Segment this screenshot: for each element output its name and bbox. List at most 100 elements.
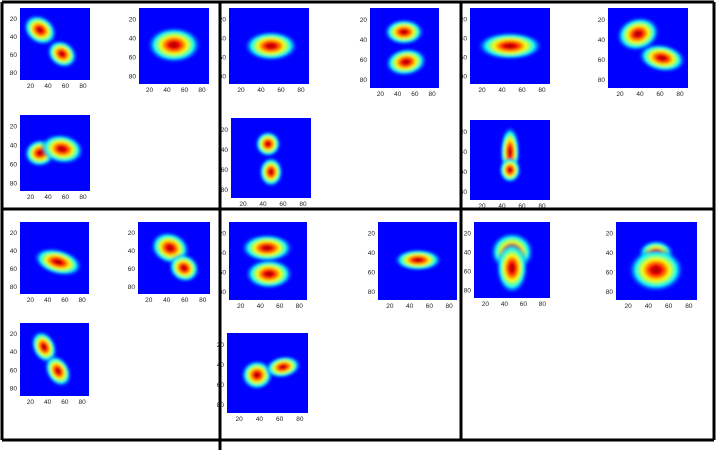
tick-label-left: 40 (10, 349, 18, 356)
panel-p8: 20 40 60 80 20 40 60 80 (221, 118, 311, 208)
tick-label-left: 40 (460, 149, 468, 156)
tick-label-bottom: 40 (498, 203, 506, 210)
tick-label-bottom: 60 (62, 83, 70, 90)
tick-label-left: 40 (128, 248, 136, 255)
tick-label-bottom: 60 (518, 87, 526, 94)
tick-label-left: 20 (360, 17, 368, 24)
tick-label-left: 20 (128, 230, 136, 237)
tick-label-bottom: 40 (501, 301, 509, 308)
tick-label-bottom: 20 (377, 91, 385, 98)
tick-label-left: 80 (128, 284, 136, 291)
tick-label-left: 60 (10, 266, 18, 273)
tick-label-left: 60 (598, 57, 606, 64)
tick-label-left: 20 (10, 123, 18, 130)
tick-label-bottom: 80 (299, 201, 307, 208)
tick-label-bottom: 80 (685, 303, 693, 310)
tick-label-left: 60 (219, 270, 227, 277)
tick-label-bottom: 20 (237, 303, 245, 310)
tick-label-left: 80 (460, 189, 468, 196)
heat-blob (616, 16, 660, 52)
tick-label-bottom: 80 (198, 87, 206, 94)
tick-label-bottom: 20 (478, 87, 486, 94)
tick-label-left: 80 (464, 287, 472, 294)
tick-label-left: 60 (10, 161, 18, 168)
tick-label-left: 60 (219, 54, 227, 61)
tick-label-left: 20 (221, 127, 229, 134)
tick-label-left: 20 (464, 230, 472, 237)
tick-label-bottom: 40 (256, 416, 264, 423)
tick-label-left: 20 (10, 331, 18, 338)
tick-label-bottom: 60 (426, 303, 434, 310)
panel-p9: 20 40 60 80 20 40 60 80 (460, 120, 550, 210)
heat-blob (384, 19, 424, 45)
tick-label-left: 80 (219, 73, 227, 80)
heat-blob (44, 355, 72, 387)
tick-label-bottom: 60 (181, 87, 189, 94)
tick-label-left: 80 (460, 73, 468, 80)
tick-label-bottom: 20 (145, 297, 153, 304)
heat-blob (23, 14, 57, 46)
heat-blob (265, 355, 301, 379)
tick-label-left: 80 (10, 70, 18, 77)
tick-label-left: 40 (598, 37, 606, 44)
panel-p14: 20 40 60 80 20 40 60 80 (464, 222, 550, 308)
tick-label-bottom: 40 (163, 87, 171, 94)
tick-label-left: 60 (460, 54, 468, 61)
panel-p3: 20 40 60 80 20 40 60 80 (219, 8, 309, 94)
tick-label-bottom: 40 (257, 303, 265, 310)
tick-label-left: 60 (606, 270, 614, 277)
panel-p1: 20 40 60 80 20 40 60 80 (10, 8, 90, 90)
tick-label-bottom: 20 (237, 87, 245, 94)
heat-blob (168, 253, 200, 283)
tick-label-left: 20 (368, 231, 376, 238)
tick-label-left: 60 (128, 266, 136, 273)
panel-p12: 20 40 60 80 20 40 60 80 (219, 222, 307, 310)
panel-p2: 20 40 60 80 20 40 60 80 (129, 8, 209, 94)
tick-label-bottom: 60 (181, 297, 189, 304)
heat-blob (496, 242, 528, 294)
tick-label-left: 20 (606, 231, 614, 238)
tick-label-left: 40 (219, 35, 227, 42)
tick-label-bottom: 80 (428, 91, 436, 98)
tick-label-left: 40 (368, 250, 376, 257)
tick-label-bottom: 40 (394, 91, 402, 98)
tick-label-bottom: 40 (163, 297, 171, 304)
tick-label-bottom: 60 (61, 399, 69, 406)
tick-label-bottom: 20 (27, 83, 35, 90)
tick-label-bottom: 40 (257, 87, 265, 94)
panel-p10: 20 40 60 80 20 40 60 80 (10, 222, 89, 304)
tick-label-left: 40 (129, 35, 137, 42)
tick-label-left: 20 (598, 17, 606, 24)
heat-blob (33, 247, 83, 277)
tick-label-bottom: 20 (239, 201, 247, 208)
tick-label-bottom: 20 (27, 297, 35, 304)
heat-blob (147, 27, 201, 63)
tick-label-bottom: 60 (665, 303, 673, 310)
tick-label-bottom: 60 (277, 87, 285, 94)
tick-label-bottom: 80 (296, 303, 304, 310)
tick-label-left: 80 (368, 289, 376, 296)
tick-label-left: 40 (10, 34, 18, 41)
heat-blob (46, 39, 78, 69)
tick-label-left: 40 (10, 142, 18, 149)
heat-blob (259, 157, 283, 187)
heat-blob (385, 47, 427, 77)
tick-label-left: 60 (10, 367, 18, 374)
tick-label-left: 80 (360, 77, 368, 84)
tick-label-left: 60 (221, 167, 229, 174)
tick-label-bottom: 40 (636, 91, 644, 98)
tick-label-left: 60 (10, 52, 18, 59)
tick-label-bottom: 60 (518, 203, 526, 210)
tick-label-bottom: 20 (478, 203, 486, 210)
tick-label-bottom: 20 (27, 399, 35, 406)
tick-label-left: 20 (129, 16, 137, 23)
tick-label-bottom: 60 (411, 91, 419, 98)
tick-label-left: 80 (221, 187, 229, 194)
tick-label-bottom: 40 (44, 83, 52, 90)
panels-layer: 20 40 60 80 20 40 60 80 20 40 60 80 20 40 60 80 20 40 60 80… (10, 8, 697, 423)
tick-label-bottom: 80 (78, 297, 86, 304)
tick-label-bottom: 40 (44, 399, 52, 406)
tick-label-bottom: 80 (79, 83, 87, 90)
